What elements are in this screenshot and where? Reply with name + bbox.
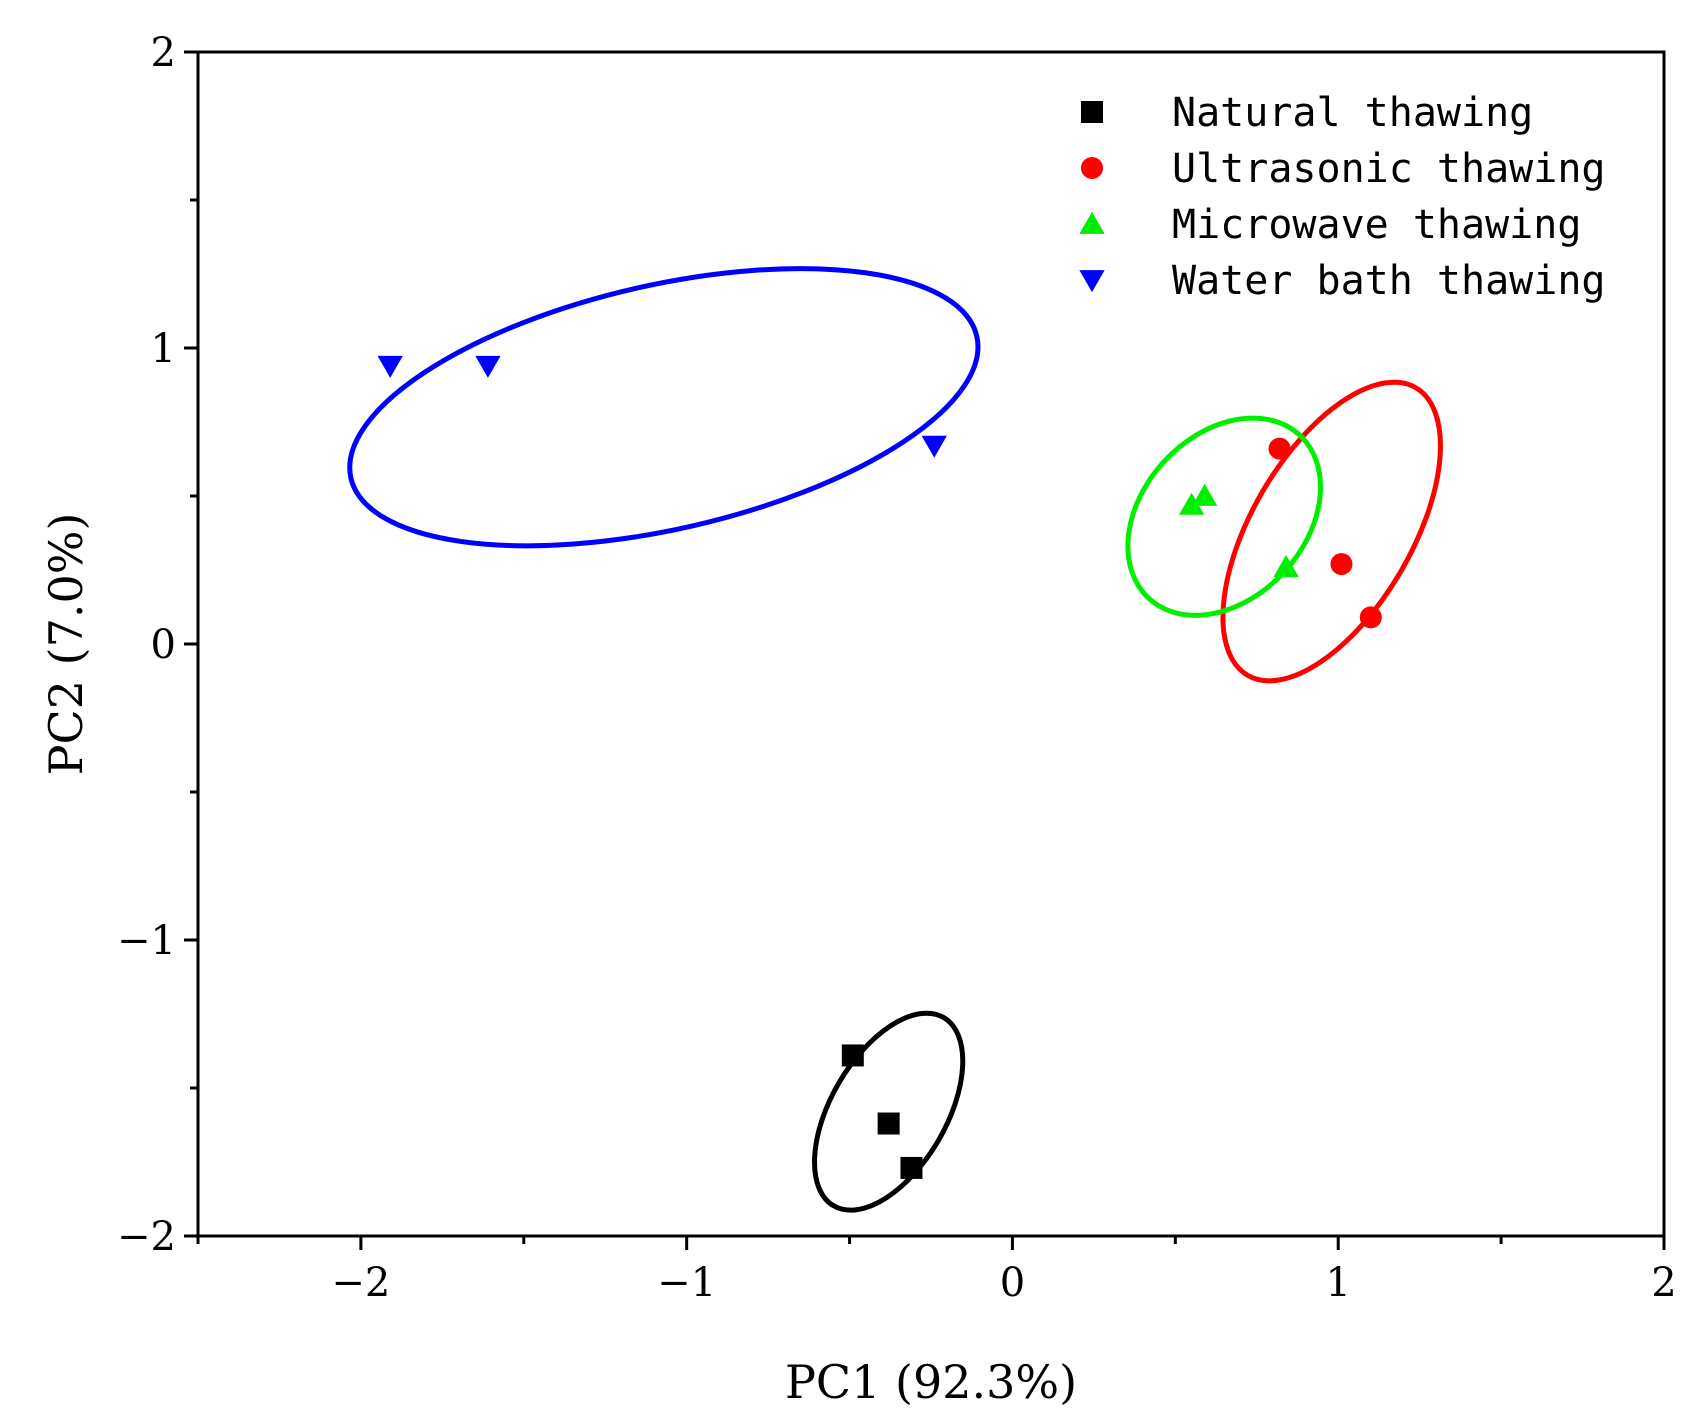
x-tick-label: 1 <box>1325 1260 1350 1306</box>
water-bath-thawing-point <box>377 355 403 378</box>
axis-ticks: −2 −1 0 1 2 −2 −1 0 1 2 <box>117 30 1677 1306</box>
ultrasonic-thawing-legend-label: Ultrasonic thawing <box>1172 146 1605 192</box>
legend: Natural thawing Ultrasonic thawing Microwa… <box>1079 90 1605 304</box>
ultrasonic-thawing-point <box>1330 553 1353 576</box>
natural-thawing-ellipse <box>812 1010 966 1213</box>
ultrasonic-thawing-point <box>1268 437 1291 460</box>
water-bath-thawing-point <box>921 435 947 458</box>
natural-thawing-legend-label: Natural thawing <box>1172 90 1533 136</box>
ultrasonic-thawing-ellipse <box>1220 379 1443 684</box>
y-tick-label: 0 <box>151 622 176 668</box>
microwave-thawing-legend-marker <box>1079 211 1105 234</box>
x-tick-label: −2 <box>331 1260 390 1306</box>
y-tick-label: 1 <box>151 326 176 372</box>
microwave-thawing-legend-label: Microwave thawing <box>1172 202 1581 248</box>
cluster-ellipses <box>347 266 1443 1213</box>
water-bath-thawing-ellipse <box>347 266 981 549</box>
y-tick-label: −2 <box>117 1214 176 1260</box>
microwave-thawing-point <box>1192 483 1218 506</box>
microwave-thawing-point <box>1178 492 1205 515</box>
data-points <box>377 355 1382 1179</box>
ultrasonic-thawing-point <box>1359 606 1382 629</box>
natural-thawing-legend-marker <box>1081 101 1103 123</box>
water-bath-thawing-point <box>475 355 501 378</box>
y-tick-label: −1 <box>117 918 176 964</box>
natural-thawing-point <box>900 1156 923 1179</box>
natural-thawing-point <box>877 1112 900 1135</box>
natural-thawing-point <box>841 1044 864 1067</box>
water-bath-thawing-legend-marker <box>1079 270 1105 293</box>
water-bath-thawing-legend-label: Water bath thawing <box>1172 258 1605 304</box>
x-tick-label: −1 <box>657 1260 716 1306</box>
ultrasonic-thawing-legend-marker <box>1081 157 1103 179</box>
x-tick-label: 0 <box>1000 1260 1025 1306</box>
y-axis-title: PC2 (7.0%) <box>39 513 93 776</box>
x-tick-label: 2 <box>1651 1260 1676 1306</box>
y-tick-label: 2 <box>151 30 176 76</box>
microwave-thawing-point <box>1273 554 1299 577</box>
x-axis-title: PC1 (92.3%) <box>785 1355 1077 1409</box>
